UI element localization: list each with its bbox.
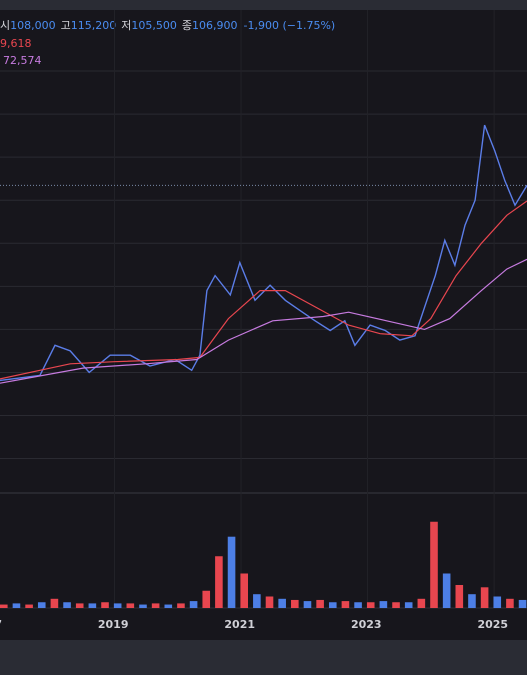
volume-bar [354, 602, 362, 608]
legend: 시108,000 고115,200 저105,500 종106,900 -1,900 (… [0, 19, 335, 67]
volume-bar [88, 603, 97, 608]
volume-bar [113, 603, 122, 608]
legend-label: 시 [0, 19, 10, 32]
volume-bar [417, 598, 426, 608]
volume-bar [404, 602, 413, 608]
volume-bar [101, 602, 109, 608]
volume-bar [518, 599, 527, 608]
volume-bar [341, 601, 350, 608]
volume-bar [227, 536, 236, 608]
volume-bar [480, 587, 489, 608]
volume-bar [215, 556, 223, 608]
volume-bar [278, 598, 286, 608]
volume-bar [0, 604, 8, 608]
legend-value: 115,200 [71, 19, 117, 32]
legend-ohlc: 시108,000 고115,200 저105,500 종106,900 -1,900 (… [0, 19, 335, 32]
legend-label: 저 [121, 19, 131, 32]
volume-bar [25, 604, 33, 608]
legend-ma2: 72,574 [3, 54, 42, 67]
x-tick-label: 2021 [224, 618, 255, 631]
volume-bar [139, 604, 147, 608]
volume-bar [303, 601, 312, 608]
volume-bar [202, 590, 211, 608]
volume-bar [291, 599, 299, 608]
volume-bar [468, 594, 476, 608]
legend-label: 종 [182, 19, 192, 32]
volume-bar [177, 603, 185, 608]
legend-ma1: 9,618 [0, 37, 32, 50]
legend-value: 106,900 [192, 19, 238, 32]
volume-bar [442, 573, 451, 608]
moving-average [0, 258, 527, 384]
legend-change: -1,900 (−1.75%) [244, 19, 336, 32]
x-tick-label: 2025 [477, 618, 508, 631]
volume-bar [126, 603, 135, 608]
volume-bar [316, 599, 324, 608]
volume-bar [506, 598, 514, 608]
volume-bar [164, 604, 173, 608]
price-line-series [0, 124, 527, 382]
volume-bar [151, 603, 160, 608]
volume-bar [253, 594, 261, 608]
legend-value: 108,000 [10, 19, 56, 32]
volume-bar [189, 601, 198, 608]
volume-bar [50, 598, 59, 608]
volume-bar [265, 596, 274, 608]
legend-label: 고 [61, 19, 71, 32]
moving-average [0, 200, 527, 380]
volume-bar [75, 603, 84, 608]
x-tick-label: 2019 [98, 618, 129, 631]
volume-bar [392, 602, 400, 608]
volume-bar [430, 521, 438, 608]
volume-bar [37, 602, 46, 608]
volume-bar [328, 602, 337, 608]
bottom-bar [0, 640, 527, 675]
volume-bar [366, 602, 375, 608]
volume-bar [63, 602, 71, 608]
x-tick-label: 2023 [351, 618, 382, 631]
volume-bar [12, 603, 21, 608]
volume-bar [493, 596, 502, 608]
volume-bar [379, 601, 388, 608]
top-bar [0, 0, 527, 10]
volume-bar [455, 585, 464, 608]
legend-value: 105,500 [131, 19, 177, 32]
volume-bar [240, 573, 248, 608]
x-tick-label: 7 [0, 618, 2, 631]
